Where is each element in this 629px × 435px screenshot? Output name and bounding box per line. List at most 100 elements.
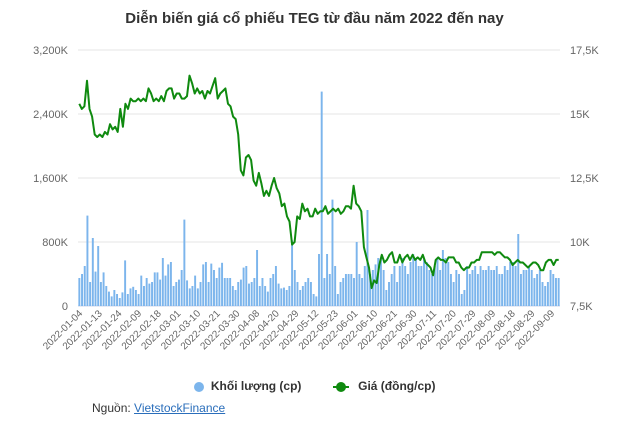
volume-bar[interactable]: [159, 279, 162, 306]
volume-bar[interactable]: [323, 278, 326, 306]
volume-bar[interactable]: [406, 274, 409, 306]
volume-bar[interactable]: [444, 258, 447, 306]
volume-bar[interactable]: [183, 219, 186, 306]
volume-bar[interactable]: [379, 258, 382, 306]
volume-bar[interactable]: [307, 278, 310, 306]
volume-bar[interactable]: [118, 298, 121, 306]
volume-bar[interactable]: [186, 280, 189, 306]
volume-bar[interactable]: [396, 282, 399, 306]
price-series-line[interactable]: [78, 74, 559, 290]
volume-bar[interactable]: [274, 266, 277, 306]
volume-bar[interactable]: [511, 262, 514, 306]
volume-bar[interactable]: [213, 270, 215, 306]
volume-bar[interactable]: [178, 279, 180, 306]
volume-bar[interactable]: [196, 288, 199, 306]
volume-bar[interactable]: [533, 278, 536, 306]
volume-bar[interactable]: [546, 282, 549, 306]
volume-bar[interactable]: [355, 242, 358, 306]
volume-bar[interactable]: [452, 282, 455, 306]
volume-bar[interactable]: [264, 286, 267, 306]
volume-bar[interactable]: [514, 266, 517, 306]
volume-bar[interactable]: [78, 278, 81, 306]
volume-bar[interactable]: [291, 240, 294, 306]
volume-bar[interactable]: [460, 294, 463, 306]
volume-bar[interactable]: [261, 278, 264, 306]
volume-bar[interactable]: [164, 275, 167, 306]
volume-bar[interactable]: [107, 291, 110, 306]
volume-bar[interactable]: [476, 274, 479, 306]
volume-bar[interactable]: [350, 274, 353, 306]
volume-bar[interactable]: [557, 278, 560, 306]
volume-bar[interactable]: [266, 291, 269, 306]
volume-bar[interactable]: [304, 282, 307, 306]
volume-bar[interactable]: [455, 270, 458, 306]
volume-bar[interactable]: [248, 283, 250, 306]
volume-bar[interactable]: [218, 267, 221, 306]
volume-bar[interactable]: [423, 258, 425, 306]
volume-bar[interactable]: [388, 282, 390, 306]
volume-bar[interactable]: [487, 266, 490, 306]
volume-bar[interactable]: [140, 275, 143, 306]
volume-bar[interactable]: [501, 274, 504, 306]
legend-item-price[interactable]: Giá (đồng/cp): [332, 379, 435, 393]
volume-bar[interactable]: [369, 274, 372, 306]
volume-bar[interactable]: [223, 278, 226, 306]
volume-bar[interactable]: [134, 290, 137, 306]
volume-bar[interactable]: [530, 270, 533, 306]
volume-bar[interactable]: [493, 270, 495, 306]
volume-bar[interactable]: [471, 270, 474, 306]
volume-bar[interactable]: [479, 266, 482, 306]
volume-bar[interactable]: [401, 258, 404, 306]
volume-bar[interactable]: [180, 270, 183, 306]
volume-bar[interactable]: [361, 278, 364, 306]
volume-bar[interactable]: [495, 266, 498, 306]
volume-bar[interactable]: [320, 91, 323, 306]
volume-bar[interactable]: [94, 271, 97, 306]
volume-bar[interactable]: [250, 282, 253, 306]
volume-bar[interactable]: [269, 278, 272, 306]
volume-bar[interactable]: [312, 294, 315, 306]
volume-bar[interactable]: [506, 270, 509, 306]
volume-bar[interactable]: [447, 262, 450, 306]
volume-bar[interactable]: [207, 282, 210, 306]
volume-bar[interactable]: [296, 282, 299, 306]
volume-bar[interactable]: [288, 286, 291, 306]
volume-bar[interactable]: [299, 290, 302, 306]
volume-bar[interactable]: [420, 266, 423, 306]
volume-bar[interactable]: [105, 286, 108, 306]
volume-bar[interactable]: [121, 292, 124, 306]
volume-bar[interactable]: [358, 274, 361, 306]
volume-bar[interactable]: [509, 262, 512, 306]
volume-bar[interactable]: [215, 278, 218, 306]
volume-bar[interactable]: [339, 282, 342, 306]
volume-bar[interactable]: [253, 278, 256, 306]
volume-bar[interactable]: [398, 266, 401, 306]
volume-bar[interactable]: [528, 266, 531, 306]
legend-item-volume[interactable]: Khối lượng (cp): [193, 379, 301, 393]
volume-bar[interactable]: [172, 286, 175, 306]
volume-bar[interactable]: [102, 272, 105, 306]
volume-bar[interactable]: [503, 266, 506, 306]
volume-bar[interactable]: [552, 274, 555, 306]
volume-bar[interactable]: [374, 264, 377, 306]
volume-bar[interactable]: [517, 234, 520, 306]
volume-bar[interactable]: [245, 266, 248, 306]
volume-bar[interactable]: [342, 278, 345, 306]
volume-bar[interactable]: [393, 266, 396, 306]
volume-bar[interactable]: [498, 274, 501, 306]
volume-bar[interactable]: [191, 286, 194, 306]
volume-bar[interactable]: [484, 270, 487, 306]
volume-bar[interactable]: [541, 282, 544, 306]
volume-bar[interactable]: [522, 270, 525, 306]
volume-bar[interactable]: [277, 283, 280, 306]
source-link[interactable]: VietstockFinance: [134, 401, 226, 415]
volume-bar[interactable]: [468, 274, 471, 306]
volume-bar[interactable]: [474, 266, 477, 306]
volume-bar[interactable]: [97, 246, 100, 306]
volume-bar[interactable]: [409, 262, 412, 306]
volume-bar[interactable]: [344, 274, 347, 306]
volume-bar[interactable]: [433, 266, 436, 306]
volume-bar[interactable]: [336, 294, 339, 306]
volume-bar[interactable]: [143, 286, 145, 306]
volume-bar[interactable]: [124, 260, 127, 306]
